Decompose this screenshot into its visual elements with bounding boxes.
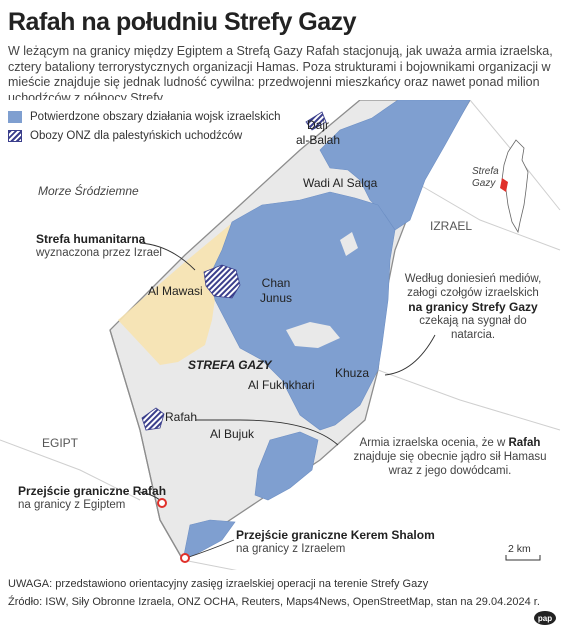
scale-bar <box>505 555 541 561</box>
leader-humanitarian <box>139 242 196 271</box>
place-egipt: EGIPT <box>42 436 79 450</box>
leader-crossing-ks <box>185 539 235 559</box>
legend-label-operations: Potwierdzone obszary działania wojsk izr… <box>30 110 281 123</box>
place-dajr-line2: al-Balah <box>296 133 341 147</box>
callout-tanks-line1: Według doniesień mediów, <box>404 273 542 285</box>
place-sea: Morze Śródziemne <box>38 184 139 198</box>
legend-swatch-operations <box>8 110 22 123</box>
legend-item-operations: Potwierdzone obszary działania wojsk izr… <box>8 107 281 126</box>
callout-humanitarian: Strefa humanitarna wyznaczona przez Izra… <box>36 232 162 260</box>
note-text: UWAGA: przedstawiono orientacyjny zasięg… <box>8 578 429 590</box>
callout-army-line1: Armia izraelska ocenia, że w Rafah <box>340 436 560 450</box>
place-strefa-gazy: STREFA GAZY <box>188 358 272 372</box>
place-chan-line2: Junus <box>260 291 293 305</box>
crossing-ks-marker <box>180 553 190 563</box>
place-dajr-line1: Dajr <box>307 118 330 132</box>
place-khuza: Khuza <box>335 366 370 380</box>
callout-humanitarian-sub: wyznaczona przez Izrael <box>36 247 162 259</box>
intro-text: W leżącym na granicy między Egiptem a St… <box>8 44 553 105</box>
place-chan-line1: Chan <box>261 276 291 290</box>
crossing-rafah-marker <box>157 498 167 508</box>
place-chan-junus: Chan Junus <box>260 276 292 306</box>
callout-army: Armia izraelska ocenia, że w Rafah znajd… <box>340 436 560 478</box>
callout-army-line3: wraz z jego dowódcami. <box>388 465 512 477</box>
legend-item-camps: Obozy ONZ dla palestyńskich uchodźców <box>8 126 281 145</box>
callout-tanks-line2: załogi czołgów izraelskich <box>407 287 539 299</box>
callout-crossing-ks-head: Przejście graniczne Kerem Shalom <box>236 528 435 542</box>
inset-map <box>500 139 529 234</box>
callout-army-line2: znajduje się obecnie jądro sił Hamasu <box>353 451 547 463</box>
callout-crossing-ks: Przejście graniczne Kerem Shalom na gran… <box>236 528 435 556</box>
place-dajr-al-balah: Dajr al-Balah <box>296 118 340 148</box>
callout-army-text1: Armia izraelska ocenia, że w <box>359 437 506 449</box>
source-text: Źródło: ISW, Siły Obronne Izraela, ONZ O… <box>8 596 540 608</box>
inset-label-line2: Gazy <box>472 178 496 189</box>
pap-logo: pap <box>534 611 556 625</box>
humanitarian-zone <box>118 218 250 365</box>
callout-humanitarian-head: Strefa humanitarna <box>36 232 146 246</box>
leader-tanks <box>384 334 436 376</box>
sea <box>0 100 360 400</box>
refugee-camps <box>141 111 327 431</box>
place-al-mawasi: Al Mawasi <box>148 284 203 298</box>
callout-crossing-rafah-sub: na granicy z Egiptem <box>18 499 126 511</box>
callout-crossing-rafah-head: Przejście graniczne Rafah <box>18 484 167 498</box>
place-al-bujuk: Al Bujuk <box>210 427 255 441</box>
page-title: Rafah na południu Strefy Gazy <box>8 8 357 36</box>
inset-label: Strefa Gazy <box>472 166 499 190</box>
scale-label: 2 km <box>508 543 531 555</box>
legend-swatch-camps <box>8 129 22 142</box>
callout-tanks-line3: na granicy Strefy Gazy <box>408 300 538 314</box>
callout-crossing-rafah: Przejście graniczne Rafah na granicy z E… <box>18 484 166 512</box>
place-al-fukhkhari: Al Fukhkhari <box>248 378 315 392</box>
callout-army-rafah: Rafah <box>508 437 541 449</box>
egypt-border <box>109 329 184 561</box>
leader-army <box>196 419 339 446</box>
callout-tanks: Według doniesień mediów, załogi czołgów … <box>398 272 548 342</box>
legend-label-camps: Obozy ONZ dla palestyńskich uchodźców <box>30 129 243 142</box>
place-rafah: Rafah <box>165 410 198 424</box>
inset-label-line1: Strefa <box>472 166 499 177</box>
legend: Potwierdzone obszary działania wojsk izr… <box>8 107 281 145</box>
map <box>0 100 561 570</box>
callout-crossing-ks-sub: na granicy z Izraelem <box>236 543 346 555</box>
place-wadi-al-salqa: Wadi Al Salqa <box>303 176 378 190</box>
place-israel: IZRAEL <box>430 219 473 233</box>
callout-tanks-line4: czekają na sygnał do natarcia. <box>419 315 527 341</box>
